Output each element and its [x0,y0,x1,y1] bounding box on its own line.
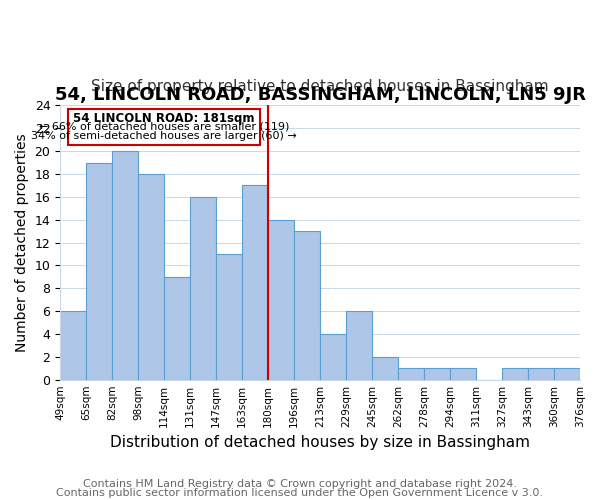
Bar [528,368,554,380]
Bar [554,368,580,380]
Bar [502,368,528,380]
Bar [268,220,294,380]
Bar [86,162,112,380]
Bar [346,311,372,380]
Bar [372,357,398,380]
Bar [190,197,216,380]
Bar [424,368,450,380]
FancyBboxPatch shape [68,109,260,146]
Text: Contains HM Land Registry data © Crown copyright and database right 2024.: Contains HM Land Registry data © Crown c… [83,479,517,489]
Bar [294,231,320,380]
Text: 34% of semi-detached houses are larger (60) →: 34% of semi-detached houses are larger (… [31,131,297,141]
Bar [320,334,346,380]
Bar [216,254,242,380]
Title: 54, LINCOLN ROAD, BASSINGHAM, LINCOLN, LN5 9JR: 54, LINCOLN ROAD, BASSINGHAM, LINCOLN, L… [55,86,586,104]
X-axis label: Distribution of detached houses by size in Bassingham: Distribution of detached houses by size … [110,435,530,450]
Bar [398,368,424,380]
Y-axis label: Number of detached properties: Number of detached properties [15,133,29,352]
Bar [242,186,268,380]
Bar [112,151,138,380]
Bar [164,277,190,380]
Text: Contains public sector information licensed under the Open Government Licence v : Contains public sector information licen… [56,488,544,498]
Text: 54 LINCOLN ROAD: 181sqm: 54 LINCOLN ROAD: 181sqm [73,112,255,124]
Bar [138,174,164,380]
Text: Size of property relative to detached houses in Bassingham: Size of property relative to detached ho… [91,80,549,94]
Bar [60,311,86,380]
Bar [450,368,476,380]
Text: ← 66% of detached houses are smaller (119): ← 66% of detached houses are smaller (11… [39,122,289,132]
